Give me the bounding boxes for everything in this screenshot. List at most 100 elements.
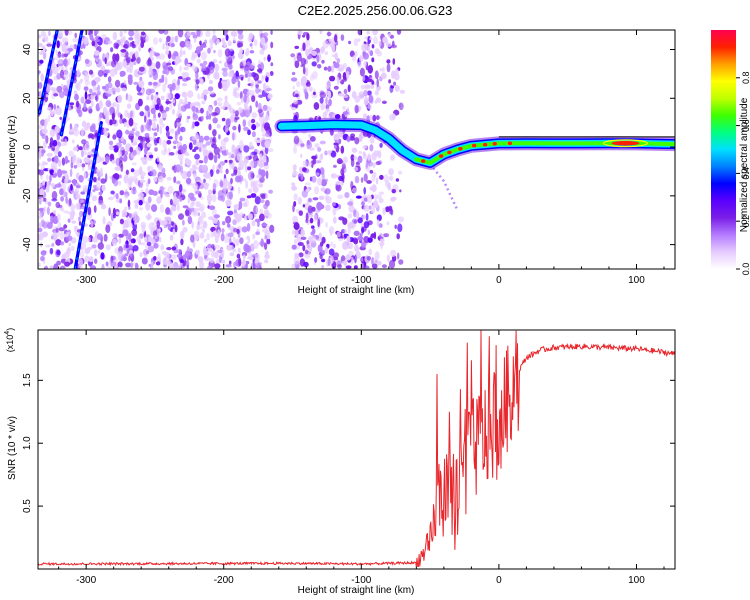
noise-blob bbox=[82, 184, 89, 191]
noise-blob bbox=[191, 221, 194, 229]
noise-blob bbox=[372, 162, 376, 168]
noise-blob bbox=[165, 62, 172, 66]
noise-blob bbox=[196, 225, 200, 231]
noise-blob bbox=[254, 253, 261, 261]
noise-blob bbox=[292, 170, 298, 177]
noise-blob bbox=[341, 163, 346, 170]
noise-blob bbox=[313, 213, 317, 223]
noise-blob bbox=[213, 154, 218, 164]
noise-blob bbox=[122, 229, 129, 237]
noise-blob bbox=[244, 164, 248, 173]
noise-blob bbox=[398, 102, 404, 111]
noise-blob bbox=[386, 221, 390, 226]
snr-scale-label: (x104) bbox=[4, 328, 15, 352]
noise-blob bbox=[390, 154, 395, 161]
noise-blob bbox=[158, 175, 164, 183]
noise-blob bbox=[127, 222, 133, 228]
noise-blob bbox=[217, 153, 221, 159]
noise-blob bbox=[171, 53, 177, 60]
noise-blob bbox=[213, 146, 220, 155]
noise-blob bbox=[249, 50, 255, 54]
noise-blob bbox=[233, 36, 236, 43]
noise-blob bbox=[72, 155, 76, 165]
noise-blob bbox=[49, 265, 54, 269]
noise-blob bbox=[165, 194, 170, 198]
noise-blob bbox=[103, 234, 108, 242]
noise-blob bbox=[193, 37, 197, 43]
noise-blob bbox=[168, 210, 172, 216]
noise-blob bbox=[396, 233, 401, 240]
noise-blob bbox=[75, 193, 81, 199]
noise-blob bbox=[184, 95, 188, 105]
noise-blob bbox=[138, 199, 143, 206]
signal-hotspot bbox=[471, 143, 477, 148]
noise-blob bbox=[203, 145, 207, 153]
spectrogram-ytick-label: 0 bbox=[22, 144, 33, 150]
noise-blob bbox=[50, 215, 54, 225]
noise-blob bbox=[216, 97, 223, 102]
snr-ytick-label: 0.5 bbox=[22, 499, 33, 513]
noise-blob bbox=[142, 141, 146, 149]
noise-blob bbox=[321, 172, 325, 181]
noise-blob bbox=[78, 221, 82, 226]
noise-blob bbox=[354, 50, 358, 57]
noise-blob bbox=[306, 54, 312, 60]
noise-blob bbox=[105, 224, 111, 233]
noise-blob bbox=[51, 190, 58, 200]
noise-blob bbox=[184, 103, 191, 109]
noise-blob bbox=[162, 257, 168, 266]
noise-blob bbox=[302, 244, 306, 252]
noise-blob bbox=[216, 249, 223, 254]
noise-blob bbox=[57, 53, 62, 59]
noise-blob bbox=[267, 56, 271, 61]
noise-blob bbox=[90, 100, 94, 108]
noise-blob bbox=[363, 204, 370, 212]
noise-blob bbox=[91, 92, 97, 96]
noise-blob bbox=[55, 145, 60, 153]
noise-blob bbox=[174, 224, 178, 233]
noise-blob bbox=[112, 101, 117, 107]
noise-blob bbox=[296, 80, 301, 88]
noise-blob bbox=[321, 265, 325, 269]
noise-blob bbox=[124, 194, 129, 199]
noise-blob bbox=[223, 187, 227, 196]
noise-blob bbox=[266, 156, 269, 164]
noise-blob bbox=[355, 251, 361, 259]
noise-blob bbox=[204, 238, 207, 243]
noise-blob bbox=[39, 212, 42, 217]
noise-blob bbox=[333, 145, 337, 149]
noise-blob bbox=[247, 78, 251, 83]
noise-blob bbox=[134, 202, 139, 209]
noise-blob bbox=[252, 240, 259, 249]
noise-blob bbox=[259, 213, 265, 222]
noise-blob bbox=[95, 181, 101, 191]
noise-blob bbox=[262, 104, 268, 111]
noise-blob bbox=[194, 121, 200, 127]
noise-blob bbox=[49, 247, 54, 255]
noise-blob bbox=[125, 129, 130, 135]
noise-blob bbox=[360, 177, 364, 183]
noise-blob bbox=[185, 260, 190, 268]
noise-blob bbox=[110, 47, 114, 53]
noise-blob bbox=[232, 249, 237, 253]
noise-blob bbox=[254, 218, 261, 223]
noise-blob bbox=[195, 71, 199, 80]
noise-blob bbox=[121, 209, 128, 218]
noise-blob bbox=[84, 79, 90, 86]
noise-blob bbox=[293, 239, 298, 244]
noise-blob bbox=[110, 190, 115, 195]
noise-blob bbox=[291, 182, 296, 186]
noise-blob bbox=[84, 91, 88, 100]
noise-blob bbox=[200, 115, 204, 121]
noise-blob bbox=[292, 215, 299, 223]
noise-blob bbox=[101, 204, 107, 210]
noise-blob bbox=[237, 80, 241, 88]
noise-blob bbox=[372, 30, 379, 36]
noise-blob bbox=[214, 100, 218, 106]
noise-blob bbox=[246, 72, 253, 78]
noise-blob bbox=[194, 153, 200, 160]
noise-blob bbox=[165, 125, 170, 132]
noise-blob bbox=[209, 257, 215, 264]
noise-blob bbox=[44, 265, 48, 269]
noise-blob bbox=[55, 183, 62, 188]
